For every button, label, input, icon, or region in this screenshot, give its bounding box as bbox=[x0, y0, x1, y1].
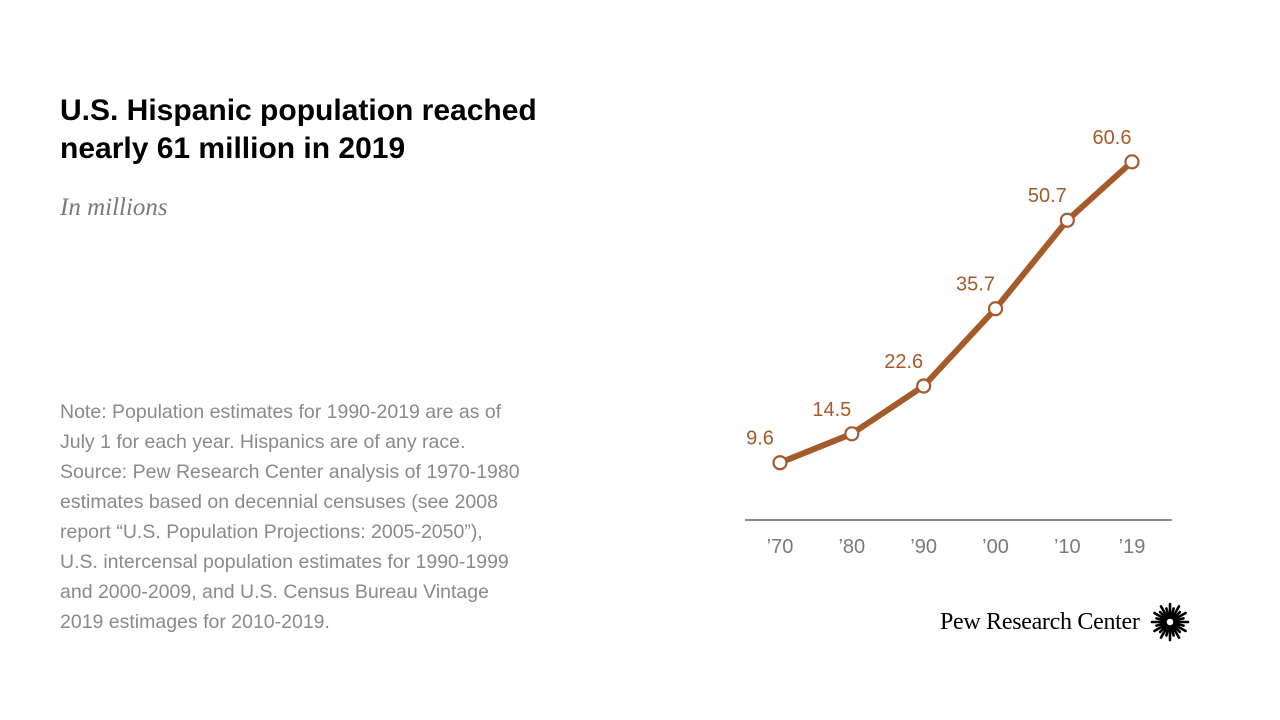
note-line: Source: Pew Research Center analysis of … bbox=[60, 461, 520, 483]
sunburst-ray bbox=[1158, 623, 1168, 634]
data-label: 14.5 bbox=[812, 399, 851, 421]
sunburst-ray bbox=[1154, 621, 1167, 627]
sunburst-ray bbox=[1159, 624, 1169, 639]
note-line: 2019 estimages for 2010-2019. bbox=[60, 611, 330, 633]
sunburst-ray bbox=[1169, 607, 1175, 619]
brand-name: Pew Research Center bbox=[940, 608, 1140, 635]
series-line bbox=[777, 158, 1135, 466]
sunburst-ray bbox=[1158, 610, 1168, 621]
chart-title: U.S. Hispanic population reached nearly … bbox=[60, 92, 660, 168]
data-label: 50.7 bbox=[1028, 185, 1067, 207]
data-label: 9.6 bbox=[746, 428, 774, 450]
note-line: and 2000-2009, and U.S. Census Bureau Vi… bbox=[60, 581, 489, 603]
x-tick-label: ’10 bbox=[1054, 536, 1081, 558]
data-label: 60.6 bbox=[1093, 127, 1132, 149]
note-line: July 1 for each year. Hispanics are of a… bbox=[60, 431, 466, 453]
sunburst-ray bbox=[1172, 621, 1185, 627]
chart-subtitle: In millions bbox=[60, 194, 168, 221]
sunburst-ray bbox=[1170, 605, 1180, 620]
data-point bbox=[772, 455, 788, 471]
sunburst-ray bbox=[1159, 605, 1169, 620]
x-tick-label: ’80 bbox=[838, 536, 865, 558]
data-label: 35.7 bbox=[956, 274, 995, 296]
note-line: report “U.S. Population Projections: 200… bbox=[60, 521, 483, 543]
sunburst-ray bbox=[1171, 610, 1181, 621]
chart-title-line: nearly 61 million in 2019 bbox=[60, 132, 406, 165]
data-point bbox=[987, 301, 1004, 317]
x-tick-label: ’00 bbox=[982, 536, 1009, 558]
sunburst-ray bbox=[1171, 623, 1181, 634]
data-point bbox=[1059, 212, 1075, 228]
sunburst-ray bbox=[1169, 625, 1175, 637]
note-line: estimates based on decennial censuses (s… bbox=[60, 491, 498, 513]
x-tick-label: ’90 bbox=[910, 536, 937, 558]
sunburst-ray bbox=[1164, 607, 1170, 619]
chart-note: Note: Population estimates for 1990-2019… bbox=[60, 397, 640, 637]
sunburst-ray bbox=[1172, 617, 1185, 623]
brand: Pew Research Center bbox=[940, 602, 1190, 642]
chart-title-line: U.S. Hispanic population reached bbox=[60, 94, 537, 127]
sunburst-ray bbox=[1170, 624, 1180, 639]
sunburst-ray bbox=[1152, 622, 1167, 633]
data-label: 22.6 bbox=[884, 351, 923, 373]
data-point bbox=[844, 426, 860, 442]
note-line: U.S. intercensal population estimates fo… bbox=[60, 551, 509, 573]
sunburst-ray bbox=[1172, 611, 1187, 622]
pew-sunburst-icon bbox=[1150, 602, 1189, 642]
x-tick-label: ’19 bbox=[1119, 536, 1146, 558]
sunburst-ray bbox=[1164, 625, 1170, 637]
x-tick-label: ’70 bbox=[767, 536, 794, 558]
sunburst-ray bbox=[1152, 611, 1167, 622]
data-point bbox=[916, 378, 932, 394]
data-point bbox=[1124, 154, 1140, 170]
sunburst-ray bbox=[1154, 617, 1167, 623]
sunburst-ray bbox=[1172, 622, 1187, 633]
note-line: Note: Population estimates for 1990-2019… bbox=[60, 401, 502, 423]
